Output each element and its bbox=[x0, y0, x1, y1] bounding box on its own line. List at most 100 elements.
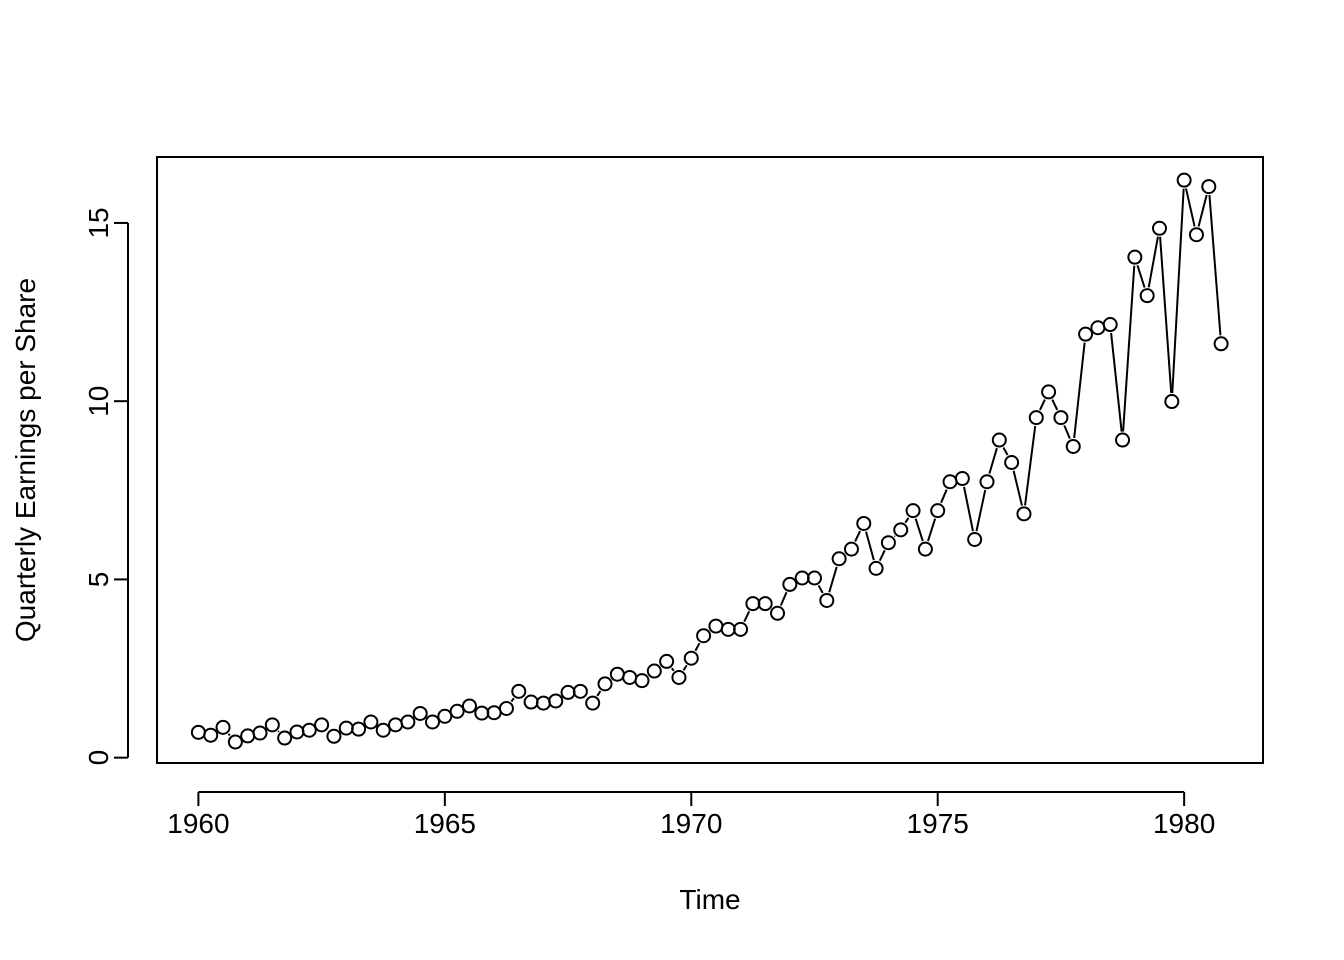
data-point bbox=[893, 522, 909, 538]
data-point bbox=[1016, 506, 1032, 522]
series-line-segment bbox=[1110, 332, 1123, 432]
x-tick-label: 1975 bbox=[907, 808, 969, 839]
data-point bbox=[1078, 326, 1094, 342]
data-point bbox=[683, 650, 699, 666]
series-line-segment bbox=[510, 697, 515, 703]
data-point bbox=[511, 683, 527, 699]
x-tick-label: 1980 bbox=[1153, 808, 1215, 839]
data-point bbox=[277, 730, 293, 746]
data-point bbox=[351, 721, 367, 737]
data-point bbox=[1041, 384, 1057, 400]
data-point bbox=[461, 698, 477, 714]
series-line-segment bbox=[828, 566, 838, 593]
data-point bbox=[770, 605, 786, 621]
y-tick-label: 10 bbox=[83, 386, 114, 417]
data-point bbox=[203, 727, 219, 743]
data-point bbox=[449, 703, 465, 719]
series-line-segment bbox=[1185, 188, 1196, 227]
series-line-segment bbox=[927, 518, 937, 542]
series-group bbox=[190, 172, 1229, 750]
data-point bbox=[1201, 179, 1217, 195]
data-point bbox=[917, 541, 933, 557]
data-point bbox=[1115, 432, 1131, 448]
data-point bbox=[585, 695, 601, 711]
data-point bbox=[1213, 336, 1229, 352]
series-line-segment bbox=[893, 535, 896, 538]
series-line-segment bbox=[1024, 425, 1037, 506]
x-axis-label: Time bbox=[679, 884, 740, 915]
data-point bbox=[1004, 454, 1020, 470]
data-point bbox=[437, 708, 453, 724]
y-tick-label: 5 bbox=[83, 572, 114, 588]
data-point bbox=[1139, 288, 1155, 304]
series-line-segment bbox=[1147, 236, 1159, 288]
data-point bbox=[326, 728, 342, 744]
data-point bbox=[498, 700, 514, 716]
data-point bbox=[930, 503, 946, 519]
series-line-segment bbox=[878, 549, 886, 562]
data-point bbox=[634, 673, 650, 689]
series-line-segment bbox=[854, 530, 861, 542]
series-line-segment bbox=[694, 642, 701, 652]
data-point bbox=[991, 432, 1007, 448]
data-point bbox=[1028, 410, 1044, 426]
x-tick-label: 1965 bbox=[414, 808, 476, 839]
series-line-segment bbox=[817, 584, 824, 594]
data-point bbox=[400, 714, 416, 730]
x-tick-label: 1970 bbox=[660, 808, 722, 839]
data-point bbox=[572, 683, 588, 699]
series-line-segment bbox=[1012, 470, 1023, 506]
series-line-segment bbox=[865, 531, 875, 561]
series-line-segment bbox=[1051, 399, 1059, 411]
data-point bbox=[757, 596, 773, 612]
data-point bbox=[1164, 394, 1180, 410]
data-point bbox=[252, 725, 268, 741]
data-point bbox=[1053, 410, 1069, 426]
data-point bbox=[1151, 220, 1167, 236]
data-point bbox=[264, 717, 280, 733]
series-line-segment bbox=[1171, 188, 1185, 394]
data-point bbox=[954, 471, 970, 487]
series-line-segment bbox=[743, 610, 751, 623]
data-point bbox=[819, 592, 835, 608]
data-point bbox=[856, 515, 872, 531]
data-point bbox=[880, 535, 896, 551]
series-line-segment bbox=[914, 518, 924, 542]
data-point bbox=[314, 717, 330, 733]
data-point bbox=[646, 663, 662, 679]
data-point bbox=[301, 722, 317, 738]
data-point bbox=[659, 653, 675, 669]
data-point bbox=[1188, 227, 1204, 243]
series-line-segment bbox=[1159, 236, 1173, 394]
y-tick-label: 0 bbox=[83, 750, 114, 766]
x-axis: 1960 1965 1970 1975 1980 bbox=[167, 791, 1215, 839]
series-line-segment bbox=[1208, 194, 1222, 336]
series-line-segment bbox=[904, 517, 910, 524]
data-point bbox=[806, 570, 822, 586]
series-line-segment bbox=[1002, 447, 1009, 456]
y-tick-label: 15 bbox=[83, 207, 114, 238]
y-axis: 0 5 10 15 bbox=[83, 207, 129, 766]
series-line-segment bbox=[988, 447, 998, 474]
series-line-segment bbox=[779, 591, 788, 606]
data-point bbox=[868, 560, 884, 576]
data-point bbox=[696, 628, 712, 644]
series-line-segment bbox=[963, 486, 974, 532]
data-point bbox=[412, 705, 428, 721]
series-line-segment bbox=[1197, 194, 1208, 227]
series-line-segment bbox=[1063, 425, 1071, 440]
series-line-segment bbox=[277, 730, 280, 733]
series-line-segment bbox=[596, 690, 602, 697]
data-point bbox=[548, 693, 564, 709]
series-line-segment bbox=[682, 664, 688, 671]
data-point bbox=[1176, 172, 1192, 188]
data-point bbox=[733, 621, 749, 637]
series-line-segment bbox=[940, 489, 948, 504]
data-point bbox=[363, 714, 379, 730]
data-point bbox=[375, 722, 391, 738]
series-line-segment bbox=[1122, 265, 1136, 432]
data-point bbox=[227, 734, 243, 750]
x-tick-label: 1960 bbox=[167, 808, 229, 839]
